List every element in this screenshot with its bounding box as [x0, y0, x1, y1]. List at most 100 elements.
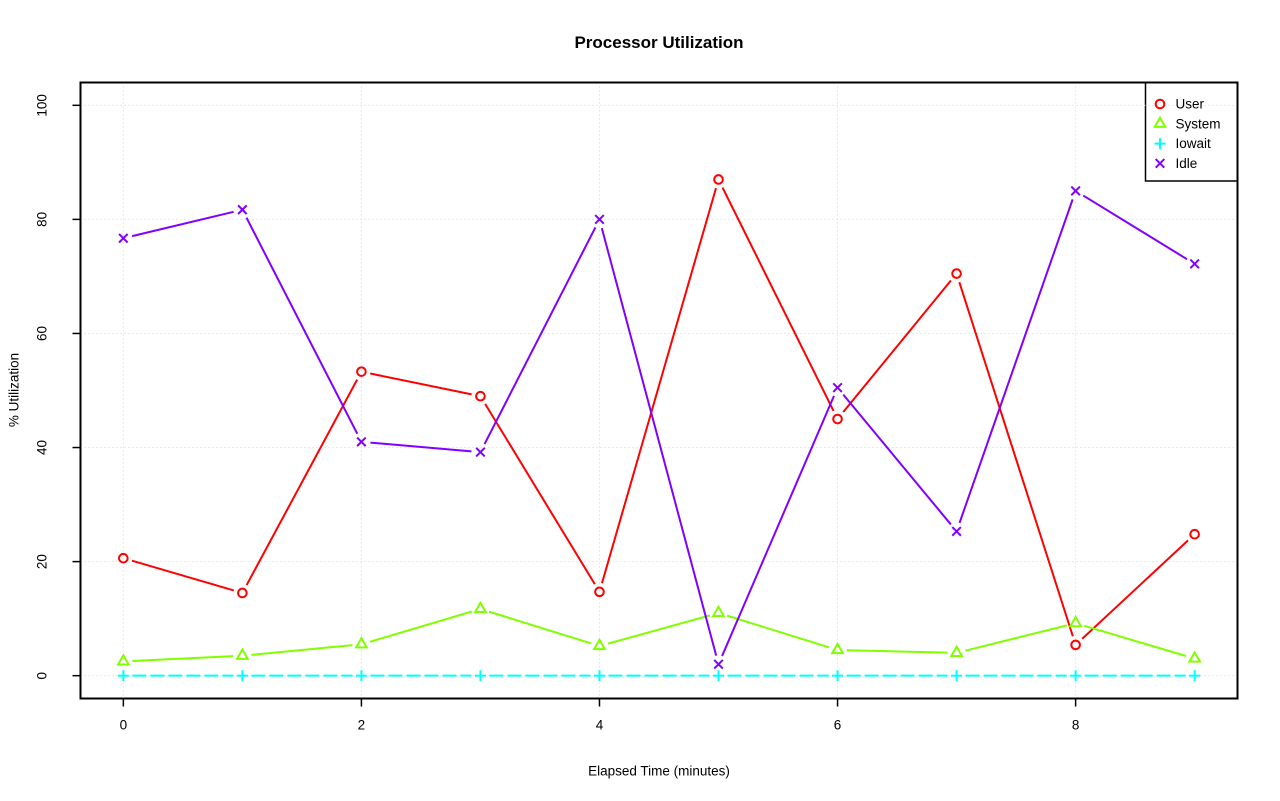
user-marker: [594, 586, 605, 598]
series-user-segment: [958, 281, 1074, 637]
idle-marker: [1070, 185, 1081, 196]
iowait-marker: [474, 670, 486, 682]
y-tick-label: 0: [35, 672, 50, 680]
chart-title: Processor Utilization: [574, 33, 744, 52]
series-system-segment: [132, 655, 234, 662]
system-marker: [711, 604, 726, 618]
legend-item-iowait: Iowait: [1154, 136, 1212, 151]
system-marker: [116, 653, 131, 666]
series-user-segment: [601, 187, 717, 584]
series-idle: [118, 185, 1200, 670]
iowait-marker: [832, 670, 844, 682]
legend-label: Idle: [1176, 156, 1198, 171]
series-user-segment: [370, 372, 472, 396]
iowait-marker: [236, 670, 248, 682]
legend-plus-icon: [1154, 138, 1166, 150]
idle-marker: [237, 204, 248, 215]
iowait-marker: [951, 670, 963, 682]
series-system-segment: [251, 644, 353, 656]
legend-label: Iowait: [1176, 136, 1212, 151]
series-idle-segment: [370, 441, 472, 453]
system-marker: [1187, 650, 1202, 663]
idle-marker: [594, 214, 605, 225]
series-system-segment: [488, 610, 592, 645]
system-marker: [592, 637, 607, 651]
x-tick-label: 0: [120, 718, 128, 733]
iowait-marker: [593, 670, 605, 682]
user-marker: [1189, 528, 1200, 540]
user-marker: [237, 587, 248, 599]
system-marker: [1068, 614, 1083, 628]
axis-ticks: [72, 104, 1077, 707]
series-system-segment: [1083, 624, 1187, 657]
y-tick-label: 20: [35, 554, 50, 569]
series-idle-segment: [483, 226, 597, 445]
iowait-marker: [355, 670, 367, 682]
series-system: [116, 600, 1202, 666]
idle-marker: [832, 382, 843, 393]
idle-marker: [475, 447, 486, 458]
series-idle-segment: [958, 199, 1074, 524]
legend-item-user: User: [1154, 97, 1205, 112]
idle-marker: [951, 526, 962, 537]
y-tick-label: 100: [35, 94, 50, 117]
series-system-segment: [965, 624, 1068, 652]
series-idle-segment: [600, 227, 718, 656]
y-axis-tick-labels: 0 20 40 60 80 100: [35, 94, 50, 679]
y-axis-title: % Utilization: [6, 352, 22, 428]
iowait-marker: [1070, 670, 1082, 682]
series-user-segment: [245, 379, 359, 586]
x-axis-tick-labels: 0 2 4 6 8: [120, 718, 1080, 733]
system-marker: [473, 600, 488, 614]
system-marker: [949, 644, 964, 657]
user-marker: [1070, 639, 1081, 651]
series-idle-segment: [842, 393, 952, 526]
series-system-segment: [607, 614, 711, 645]
user-marker: [475, 390, 486, 402]
legend: User System Iowait Idle: [1152, 97, 1221, 171]
x-tick-label: 8: [1072, 718, 1080, 733]
series-idle-segment: [131, 210, 234, 238]
idle-marker: [356, 436, 367, 447]
x-tick-label: 2: [358, 718, 366, 733]
series-idle-segment: [245, 217, 359, 435]
y-tick-label: 40: [35, 440, 50, 455]
y-tick-label: 80: [35, 212, 50, 227]
series-system-segment: [726, 614, 830, 649]
legend-circle-icon: [1154, 98, 1166, 110]
x-tick-label: 4: [596, 718, 604, 733]
system-marker: [235, 647, 250, 660]
series-system-segment: [846, 649, 948, 654]
series-user: [118, 174, 1200, 651]
legend-item-idle: Idle: [1154, 156, 1198, 171]
idle-marker: [118, 233, 129, 244]
x-tick-label: 6: [834, 718, 842, 733]
series-user-segment: [721, 187, 835, 412]
y-tick-label: 60: [35, 326, 50, 341]
legend-triangle-icon: [1152, 115, 1168, 128]
user-marker: [832, 413, 843, 425]
plot-border: [79, 81, 1239, 700]
iowait-marker: [713, 670, 725, 682]
legend-label: System: [1176, 116, 1221, 131]
legend-label: User: [1176, 97, 1205, 112]
series-system-segment: [369, 610, 473, 643]
series-user-segment: [131, 559, 235, 592]
iowait-marker: [117, 670, 129, 682]
series-iowait: [117, 670, 1201, 682]
system-marker: [830, 641, 845, 655]
user-marker: [356, 366, 367, 377]
series-user-segment: [484, 403, 596, 585]
series-idle-segment: [1082, 194, 1188, 261]
series-user-segment: [1081, 539, 1189, 640]
user-marker: [713, 174, 724, 185]
user-marker: [951, 268, 962, 279]
idle-marker: [713, 659, 724, 670]
idle-marker: [1189, 258, 1200, 269]
series-idle-segment: [721, 395, 835, 657]
legend-item-system: System: [1152, 115, 1221, 131]
system-marker: [354, 636, 369, 649]
user-marker: [118, 552, 129, 564]
